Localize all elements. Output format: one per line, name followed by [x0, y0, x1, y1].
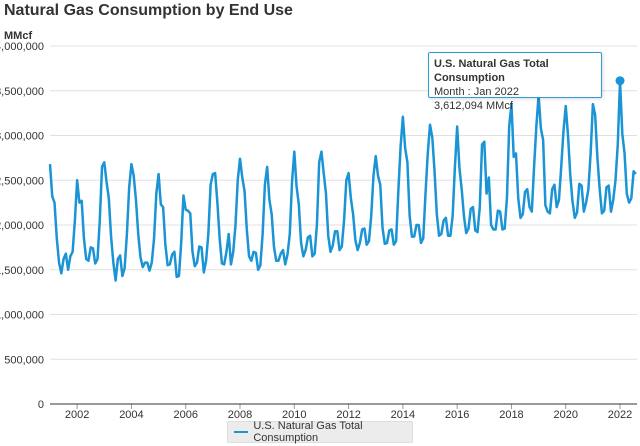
y-axis-unit-label: MMcf: [4, 30, 32, 42]
tooltip-series-title: U.S. Natural Gas Total Consumption: [434, 58, 549, 84]
x-tick-label: 2006: [173, 409, 197, 421]
x-tick-label: 2012: [336, 409, 360, 421]
x-tick-label: 2008: [228, 409, 252, 421]
chart-title: Natural Gas Consumption by End Use: [4, 2, 293, 19]
y-tick-label: 2,000,000: [0, 220, 44, 232]
legend-line-swatch-icon: [234, 431, 249, 433]
legend-label: U.S. Natural Gas Total Consumption: [253, 420, 363, 444]
x-tick-label: 2018: [499, 409, 523, 421]
y-tick-label: 3,500,000: [0, 86, 44, 98]
tooltip-value: 3,612,094 MMcf: [434, 100, 513, 112]
x-tick-label: 2016: [445, 409, 469, 421]
x-tick-label: 2004: [119, 409, 143, 421]
y-tick-label: 2,500,000: [0, 175, 44, 187]
data-tooltip: U.S. Natural Gas Total Consumption Month…: [428, 52, 602, 112]
x-tick-label: 2022: [608, 409, 632, 421]
x-axis-ticks: 2002 2004 2006 2008 2010 2012 2014 2016 2018 2020…: [65, 404, 632, 421]
x-tick-label: 2002: [65, 409, 89, 421]
x-tick-label: 2014: [391, 409, 415, 421]
y-tick-label: 0: [38, 399, 44, 411]
x-tick-label: 2010: [282, 409, 306, 421]
y-tick-label: 500,000: [4, 354, 44, 366]
series-line-total-consumption[interactable]: [48, 79, 637, 282]
tooltip-month: Month : Jan 2022: [434, 86, 520, 98]
x-tick-label: 2020: [554, 409, 578, 421]
y-tick-label: 1,000,000: [0, 310, 44, 322]
y-axis-tick-labels: 0 500,000 1,000,000 1,500,000 2,000,000 2,500…: [0, 41, 44, 411]
y-tick-label: 3,000,000: [0, 131, 44, 143]
legend-item-total-consumption[interactable]: U.S. Natural Gas Total Consumption: [227, 420, 413, 444]
highlight-data-point[interactable]: [615, 76, 625, 86]
y-tick-label: 1,500,000: [0, 265, 44, 277]
y-tick-label: 4,000,000: [0, 41, 44, 53]
